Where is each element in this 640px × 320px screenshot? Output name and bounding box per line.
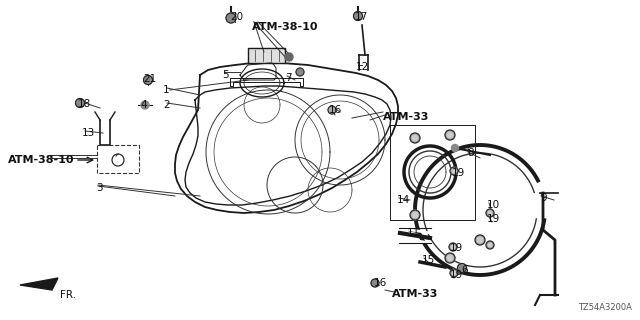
Circle shape <box>412 212 418 218</box>
Text: 14: 14 <box>397 195 410 205</box>
Text: 4: 4 <box>140 100 147 110</box>
Text: 7: 7 <box>285 73 292 83</box>
Circle shape <box>296 68 304 76</box>
Circle shape <box>410 133 420 143</box>
Text: ATM-38-10: ATM-38-10 <box>8 155 74 165</box>
Text: 20: 20 <box>230 12 243 22</box>
Text: 2: 2 <box>163 100 170 110</box>
Circle shape <box>285 53 293 61</box>
Circle shape <box>226 13 236 23</box>
Circle shape <box>486 241 494 249</box>
Text: 18: 18 <box>78 99 92 109</box>
Text: 6: 6 <box>461 265 468 275</box>
Text: 16: 16 <box>374 278 387 288</box>
Text: ATM-33: ATM-33 <box>383 112 429 122</box>
Text: 21: 21 <box>143 74 156 84</box>
Text: ATM-33: ATM-33 <box>392 289 438 299</box>
Circle shape <box>449 243 457 251</box>
Text: 19: 19 <box>450 270 463 280</box>
Circle shape <box>488 211 492 215</box>
Circle shape <box>445 130 455 140</box>
Polygon shape <box>20 278 58 290</box>
Circle shape <box>451 145 458 151</box>
Text: 16: 16 <box>329 105 342 115</box>
Text: 8: 8 <box>467 148 474 158</box>
Circle shape <box>76 99 84 108</box>
Circle shape <box>328 106 336 114</box>
Bar <box>97 145 139 173</box>
Circle shape <box>412 135 418 141</box>
Circle shape <box>451 245 455 249</box>
Circle shape <box>410 210 420 220</box>
Text: FR.: FR. <box>60 290 76 300</box>
Circle shape <box>452 271 456 275</box>
Circle shape <box>488 243 492 247</box>
Circle shape <box>141 101 149 109</box>
Circle shape <box>447 132 453 138</box>
Text: 13: 13 <box>82 128 95 138</box>
Polygon shape <box>248 48 285 63</box>
Circle shape <box>450 167 458 175</box>
Circle shape <box>477 237 483 243</box>
Circle shape <box>445 253 455 263</box>
Text: 9: 9 <box>540 193 547 203</box>
Text: 1: 1 <box>163 85 170 95</box>
Text: TZ54A3200A: TZ54A3200A <box>578 303 632 312</box>
Text: 15: 15 <box>422 255 435 265</box>
Circle shape <box>475 235 485 245</box>
Text: ATM-38-10: ATM-38-10 <box>252 22 319 32</box>
Circle shape <box>486 209 494 217</box>
Circle shape <box>452 169 456 173</box>
Text: 11: 11 <box>407 228 420 238</box>
Circle shape <box>447 255 453 261</box>
Text: 17: 17 <box>355 12 368 22</box>
Polygon shape <box>175 63 398 213</box>
Circle shape <box>450 269 458 277</box>
Circle shape <box>143 76 152 84</box>
Text: 3: 3 <box>96 183 102 193</box>
Text: 19: 19 <box>487 214 500 224</box>
Circle shape <box>353 12 362 20</box>
Polygon shape <box>390 125 475 220</box>
Text: 10: 10 <box>487 200 500 210</box>
Text: 19: 19 <box>452 168 465 178</box>
Text: 12: 12 <box>356 62 369 72</box>
Circle shape <box>371 279 379 287</box>
Text: 19: 19 <box>450 243 463 253</box>
Circle shape <box>458 263 467 273</box>
Text: 5: 5 <box>222 70 228 80</box>
